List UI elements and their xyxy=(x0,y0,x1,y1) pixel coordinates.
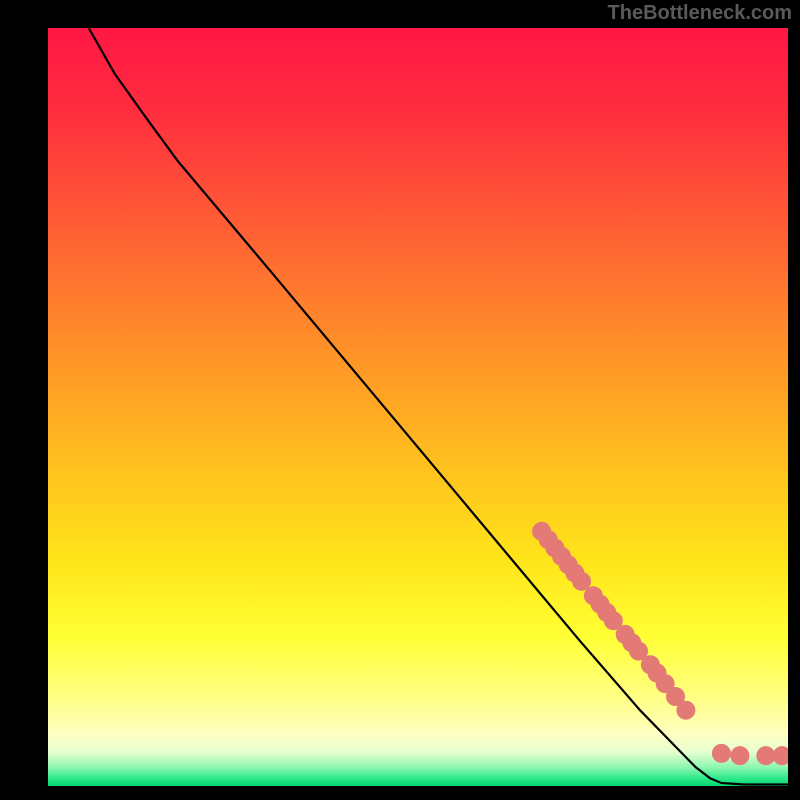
bottleneck-curve-line xyxy=(89,28,788,784)
data-marker xyxy=(773,746,788,765)
data-marker xyxy=(730,746,749,765)
watermark-text: TheBottleneck.com xyxy=(608,2,792,25)
data-marker xyxy=(676,701,695,720)
data-marker xyxy=(712,744,731,763)
chart-svg-layer xyxy=(48,28,788,786)
chart-plot-area xyxy=(48,28,788,786)
data-marker xyxy=(756,746,775,765)
marker-group xyxy=(532,522,788,765)
